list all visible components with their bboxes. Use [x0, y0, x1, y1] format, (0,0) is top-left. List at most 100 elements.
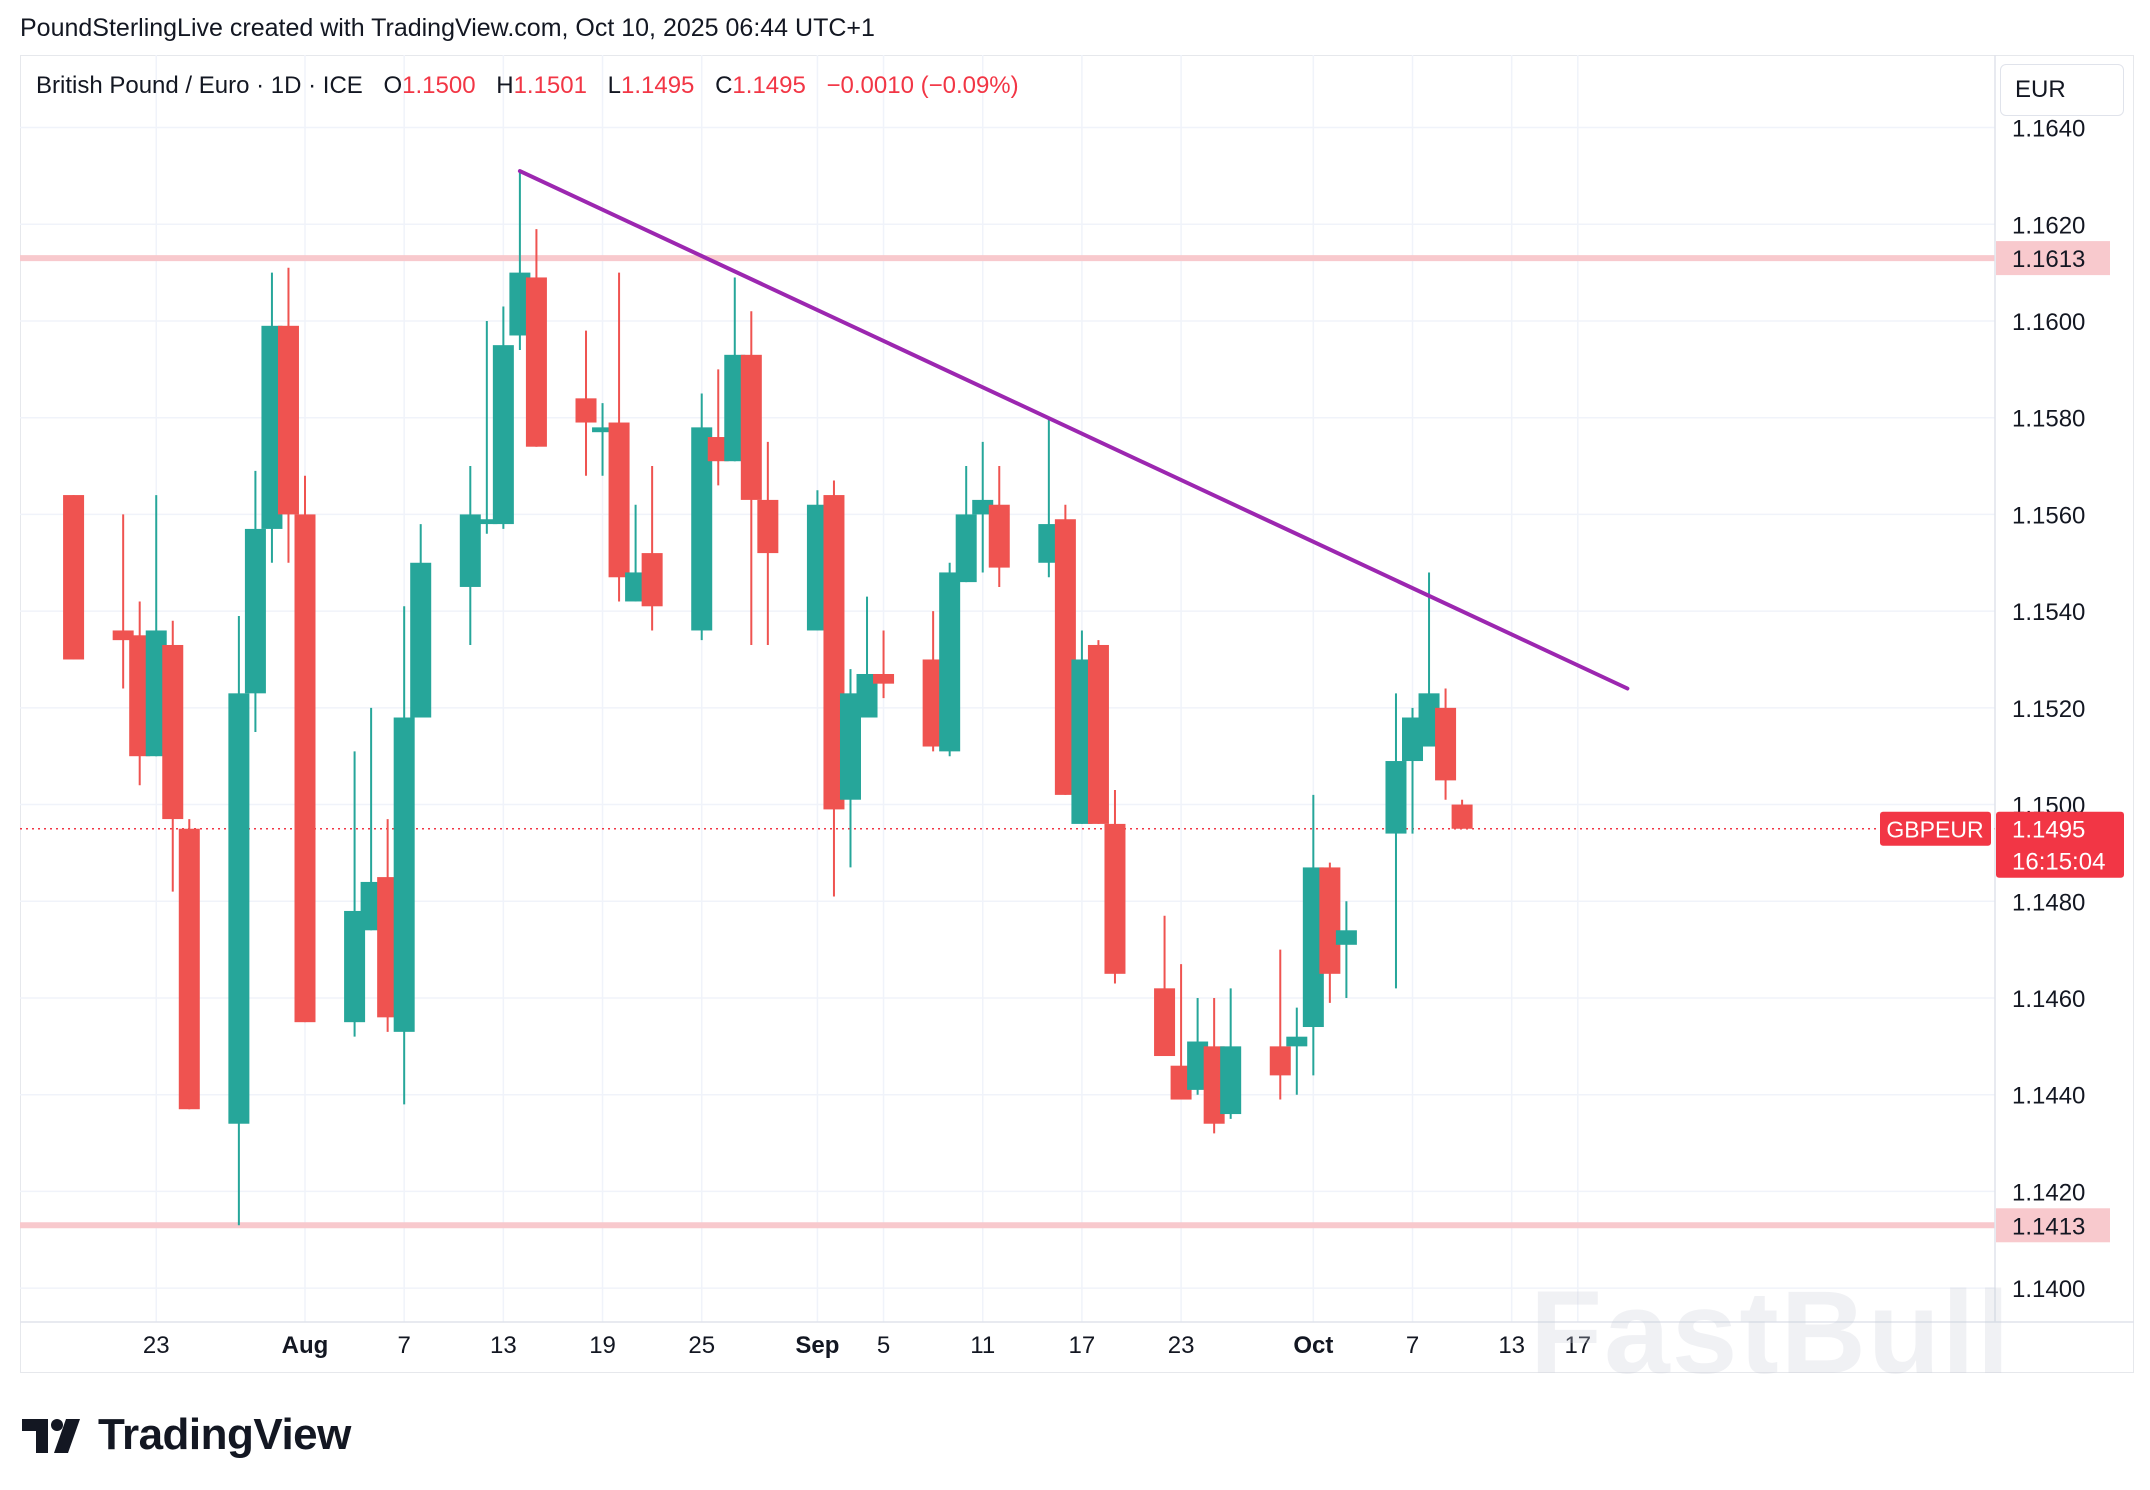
candle-body — [1104, 823, 1126, 974]
candle — [1154, 915, 1176, 1057]
candle — [1203, 997, 1225, 1134]
candle — [393, 606, 415, 1105]
low-value: 1.1495 — [621, 72, 695, 99]
candle — [575, 330, 597, 476]
candle — [1385, 693, 1407, 989]
candle — [294, 475, 316, 1023]
candle-body — [344, 910, 366, 1023]
time-tick-label: 23 — [143, 1332, 170, 1359]
candle-body — [1269, 1046, 1291, 1076]
candle — [939, 562, 961, 757]
low-label: L — [607, 72, 621, 99]
candle — [608, 272, 630, 602]
candle-body — [410, 562, 432, 718]
time-tick-label: Aug — [282, 1332, 329, 1359]
symbol-price-tag — [1880, 811, 1991, 846]
trendline-layer — [517, 169, 1630, 691]
countdown-label: 16:15:04 — [2012, 849, 2105, 876]
candle — [261, 272, 283, 563]
candle — [129, 601, 151, 786]
tradingview-brand[interactable]: TradingView — [22, 1410, 351, 1460]
high-label: H — [496, 72, 514, 99]
candles — [63, 171, 1473, 1226]
candle — [1319, 862, 1341, 1003]
candle-body — [839, 693, 861, 800]
time-tick-label: 7 — [1406, 1332, 1419, 1359]
time-tick-label: 19 — [589, 1332, 616, 1359]
candle — [740, 311, 762, 645]
time-tick-label: 17 — [1564, 1332, 1591, 1359]
candle-body — [1286, 1036, 1308, 1047]
price-tick-label: 1.1620 — [2012, 212, 2085, 239]
candle — [1071, 630, 1093, 824]
candle — [1054, 504, 1076, 795]
candle — [823, 480, 845, 897]
candle-body — [1451, 804, 1473, 829]
candle — [1286, 1007, 1308, 1095]
candle-body — [1170, 1065, 1192, 1100]
time-tick-label: 13 — [490, 1332, 517, 1359]
candle-body — [294, 514, 316, 1023]
candle-body — [856, 673, 878, 718]
candle — [873, 630, 895, 699]
candle — [178, 819, 200, 1110]
time-tick-label: 17 — [1069, 1332, 1096, 1359]
candle — [145, 495, 167, 757]
currency-button[interactable]: EUR — [2000, 64, 2124, 116]
candle-body — [393, 717, 415, 1032]
candle-body — [1302, 867, 1324, 1028]
tradingview-wordmark: TradingView — [98, 1410, 351, 1459]
level-price-tag — [1996, 1208, 2110, 1243]
candle-body — [1418, 693, 1440, 747]
candle — [707, 369, 729, 486]
candle — [592, 403, 614, 476]
candle-body — [1071, 659, 1093, 824]
candle-body — [806, 504, 828, 631]
price-tick-label: 1.1460 — [2012, 986, 2085, 1013]
time-tick-label: 25 — [688, 1332, 715, 1359]
last-price-label: 1.1495 — [2012, 817, 2085, 844]
candle — [476, 320, 498, 534]
candle — [806, 490, 828, 631]
price-tick-label: 1.1480 — [2012, 889, 2085, 916]
candle — [1402, 707, 1424, 834]
candle-body — [1385, 761, 1407, 834]
candle-body — [1435, 707, 1457, 781]
chart-caption: PoundSterlingLive created with TradingVi… — [20, 14, 875, 42]
candle — [955, 466, 977, 583]
level-price-label: 1.1413 — [2012, 1213, 2085, 1240]
candle-body — [1319, 867, 1341, 974]
candle — [112, 514, 134, 689]
candle — [459, 466, 481, 645]
candle-body — [592, 427, 614, 433]
candle — [344, 751, 366, 1037]
candle-body — [1335, 930, 1357, 945]
candle — [856, 596, 878, 718]
candle-body — [63, 495, 85, 660]
candle-body — [162, 644, 184, 820]
candle-body — [525, 277, 547, 447]
candle-body — [955, 514, 977, 583]
candle — [228, 615, 250, 1226]
candle-body — [724, 354, 746, 462]
candle — [691, 393, 713, 641]
candle — [1269, 949, 1291, 1100]
candle-body — [740, 354, 762, 500]
candle-body — [459, 514, 481, 587]
candle — [1038, 417, 1060, 578]
high-value: 1.1501 — [513, 72, 587, 99]
candle — [1187, 997, 1209, 1095]
candle — [1335, 901, 1357, 998]
open-label: O — [383, 72, 403, 99]
candle — [1104, 790, 1126, 984]
candle-body — [691, 427, 713, 631]
chart-frame — [20, 55, 2134, 1373]
candle-body — [112, 630, 134, 641]
candle — [244, 470, 266, 733]
candle — [360, 707, 382, 931]
candle-body — [575, 398, 597, 423]
open-value: 1.1500 — [402, 72, 476, 99]
level-price-tag — [1996, 241, 2110, 276]
candle-body — [244, 528, 266, 694]
